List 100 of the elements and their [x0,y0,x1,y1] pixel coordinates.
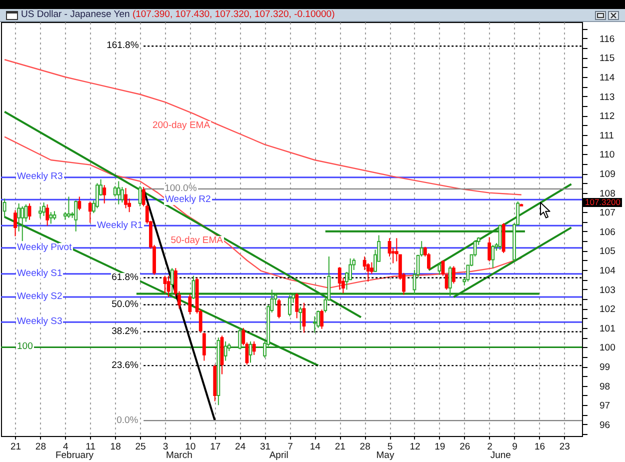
y-tick-label: 110 [600,150,615,161]
x-tick-label: 21 [10,442,22,452]
candlestick [113,186,117,198]
candlestick [49,212,53,224]
text: February [55,450,94,461]
candlestick [163,275,167,294]
series-label: 50-day EMA [170,234,224,246]
series-label: 23.6% [110,360,140,371]
y-tick-label: 109 [600,169,616,180]
candlestick [448,266,452,297]
candlestick [277,298,281,319]
y-tick-label: 116 [600,34,615,45]
x-tick-label: 26 [460,442,470,452]
candlestick [302,302,306,334]
candlestick [14,210,17,237]
candlestick [248,340,252,364]
y-tick-label: 115 [600,53,615,64]
series-label: 161.8% [106,40,140,52]
line-series [4,59,522,196]
x-tick-label: 31 [260,442,271,452]
x-tick-label: 7 [288,442,293,452]
y-tick-label: 96 [600,420,610,431]
candlestick [2,198,6,218]
x-tick-label: 17 [210,442,221,452]
text: June [490,450,511,461]
candlestick [192,275,196,300]
candlestick [74,200,78,232]
series-label: 0.0% [116,414,140,426]
x-tick-label: 18 [110,442,121,452]
candlestick [338,266,342,290]
candlestick [170,268,174,295]
x-tick-label: 28 [360,442,370,452]
candlestick [116,180,120,205]
y-tick-label: 98 [600,381,610,392]
x-tick-label: 10 [185,442,196,452]
candlestick [138,186,142,207]
y-tick-label: 100 [600,342,616,354]
series-label: 50.0% [110,298,140,310]
candlestick [202,332,206,362]
candlestick [320,309,324,330]
candlestick [298,306,302,330]
x-tick-label: 23 [559,442,570,452]
chart-title: US Dollar - Japanese Yen [21,9,130,20]
ref-line-label: Weekly R1 [96,220,144,231]
x-tick-label: 5 [387,442,393,452]
series-label: 200-day EMA [151,120,212,131]
candlestick [46,204,50,226]
y-tick-label: 108 [600,188,616,200]
series-label: 38.2% [110,326,140,337]
text: March [166,450,192,461]
candlestick [188,294,192,315]
series-label: 100.0% [164,182,198,194]
candlestick [38,206,42,218]
candlestick [224,340,228,362]
y-tick-label: 105 [600,246,616,258]
y-tick-label: 99 [600,362,610,374]
candlestick [438,262,442,276]
candlestick [124,187,128,209]
ref-line-label: Weekly R2 [164,194,212,205]
y-tick-label: 103 [600,284,616,296]
candlestick [252,340,256,356]
ref-line-label: Weekly Pivot [16,242,73,253]
candlestick [42,202,46,216]
x-tick-label: 11 [86,442,96,452]
text: April [269,450,288,461]
y-tick-label: 111 [600,130,614,142]
ref-line-label: Weekly S2 [16,291,64,302]
candlestick [102,184,106,204]
x-tick-label: 25 [135,442,146,452]
text: 107.3200 [583,196,622,207]
x-tick-label: 19 [434,442,446,452]
candlestick [78,196,82,211]
x-tick-label: 24 [235,442,246,452]
candlestick [295,292,299,319]
x-tick-label: 12 [410,442,420,452]
ref-line-label: Weekly S3 [16,316,64,328]
candlestick [67,196,70,218]
x-tick-label: 4 [63,442,68,452]
y-tick-label: 102 [600,304,616,316]
text: May [376,450,394,461]
candlestick [238,327,242,350]
candlestick [452,266,456,284]
candlestick [288,294,292,317]
candlestick [316,310,320,328]
y-tick-label: 104 [600,266,616,277]
candlestick [491,244,495,269]
x-tick-label: 21 [334,442,346,452]
chart-subtitle: (107.390, 107.430, 107.320, 107.320, -0.10000) [132,9,335,20]
ref-line-label: 100 [16,341,34,352]
x-tick-label: 16 [534,442,546,452]
ref-line-label: Weekly S1 [16,268,64,279]
y-tick-label: 107 [600,208,616,219]
x-tick-label: 3 [162,442,168,452]
series-label: 61.8% [110,272,140,283]
candlestick [96,182,99,209]
candlestick [17,202,21,232]
x-tick-label: 28 [35,442,46,452]
y-tick-label: 106 [600,226,616,238]
x-tick-label: 14 [310,442,320,452]
y-tick-label: 114 [600,72,615,84]
